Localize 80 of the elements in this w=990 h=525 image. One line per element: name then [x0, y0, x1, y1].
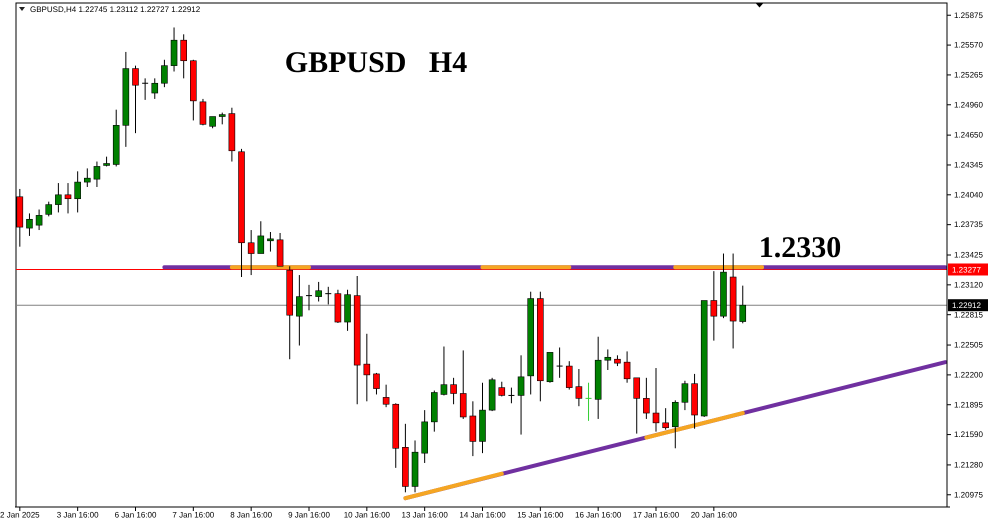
candlestick: [74, 170, 81, 213]
candlestick: [64, 182, 72, 214]
x-tick-label: 8 Jan 16:00: [230, 510, 273, 520]
x-tick-label: 16 Jan 16:00: [575, 510, 622, 520]
candlestick: [633, 377, 640, 434]
candlestick: [604, 348, 612, 370]
candlestick: [450, 377, 457, 405]
x-tick-label: 13 Jan 16:00: [402, 510, 448, 520]
candlestick: [55, 182, 62, 213]
x-tick-label: 14 Jan 16:00: [459, 510, 506, 520]
candlestick: [324, 286, 332, 305]
y-tick-label: 1.25570: [954, 40, 984, 50]
candlestick: [460, 350, 467, 420]
y-tick-label: 1.24345: [954, 160, 984, 170]
candlestick: [682, 380, 688, 411]
y-tick-label: 1.23735: [954, 220, 984, 230]
candlestick: [161, 59, 168, 88]
candlestick: [84, 168, 91, 188]
candlestick: [576, 368, 582, 407]
candlestick: [662, 408, 669, 430]
y-tick-label: 1.21280: [954, 460, 984, 470]
candlestick: [739, 285, 746, 324]
candlestick: [267, 232, 274, 252]
y-tick-label: 1.22505: [954, 340, 984, 350]
x-tick-label: 7 Jan 16:00: [172, 510, 215, 520]
annotation: 1.2330: [758, 231, 842, 264]
candlestick: [373, 372, 380, 395]
y-tick-label: 1.23425: [954, 250, 984, 260]
candlestick: [142, 78, 149, 100]
candlestick: [103, 156, 110, 167]
x-tick-label: 2 Jan 2025: [0, 510, 40, 520]
y-tick-label: 1.24040: [954, 190, 984, 200]
candlestick: [556, 346, 564, 378]
candlestick: [200, 98, 206, 126]
candlestick: [518, 354, 524, 436]
ref-line-label: 1.23277: [952, 265, 982, 274]
candlestick: [315, 281, 322, 302]
x-tick-label: 6 Jan 16:00: [114, 510, 157, 520]
y-tick-label: 1.22200: [954, 370, 984, 380]
x-tick-label: 15 Jan 16:00: [517, 510, 564, 520]
y-tick-label: 1.21895: [954, 400, 984, 410]
candlestick: [296, 274, 303, 346]
candlestick: [652, 368, 660, 432]
candlestick: [26, 212, 33, 236]
candlestick: [624, 350, 630, 384]
text: GBPUSD H4: [284, 46, 468, 79]
candlestick: [508, 387, 515, 404]
candlestick: [132, 65, 139, 134]
candlestick: [180, 34, 187, 79]
candlestick: [614, 354, 621, 367]
y-tick-label: 1.21590: [954, 430, 984, 440]
x-tick-label: 17 Jan 16:00: [632, 510, 680, 520]
x-tick-label: 20 Jan 16:00: [690, 510, 738, 520]
candlestick: [382, 384, 390, 408]
x-tick-label: 10 Jan 16:00: [344, 510, 391, 520]
candlestick: [209, 116, 216, 129]
y-tick-label: 1.22815: [954, 310, 984, 320]
y-tick-label: 1.24650: [954, 130, 984, 140]
candlestick: [151, 78, 158, 100]
candlestick: [643, 377, 650, 420]
x-tick-label: 9 Jan 16:00: [288, 510, 330, 520]
candlestick: [364, 333, 370, 402]
x-tick-label: 3 Jan 16:00: [56, 510, 100, 520]
candlestick: [258, 220, 264, 254]
y-tick-label: 1.20975: [954, 490, 984, 500]
candlestick: [440, 346, 448, 396]
ref-line-label: 1.22912: [952, 301, 982, 310]
candlestick: [45, 201, 52, 217]
y-tick-label: 1.24960: [954, 100, 984, 110]
candlestick: [94, 161, 100, 188]
candlestick: [498, 381, 506, 397]
candlestick: [585, 382, 592, 422]
candlestick: [36, 208, 42, 231]
chart-subtitle: GBPUSD,H4 1.22745 1.23112 1.22727 1.22912: [30, 5, 201, 14]
y-tick-label: 1.25265: [954, 70, 984, 80]
candlestick: [566, 360, 573, 390]
y-tick-label: 1.25875: [954, 10, 984, 20]
y-tick-label: 1.23120: [954, 280, 984, 290]
candlestick: [305, 284, 312, 311]
candlestick: [218, 112, 226, 125]
